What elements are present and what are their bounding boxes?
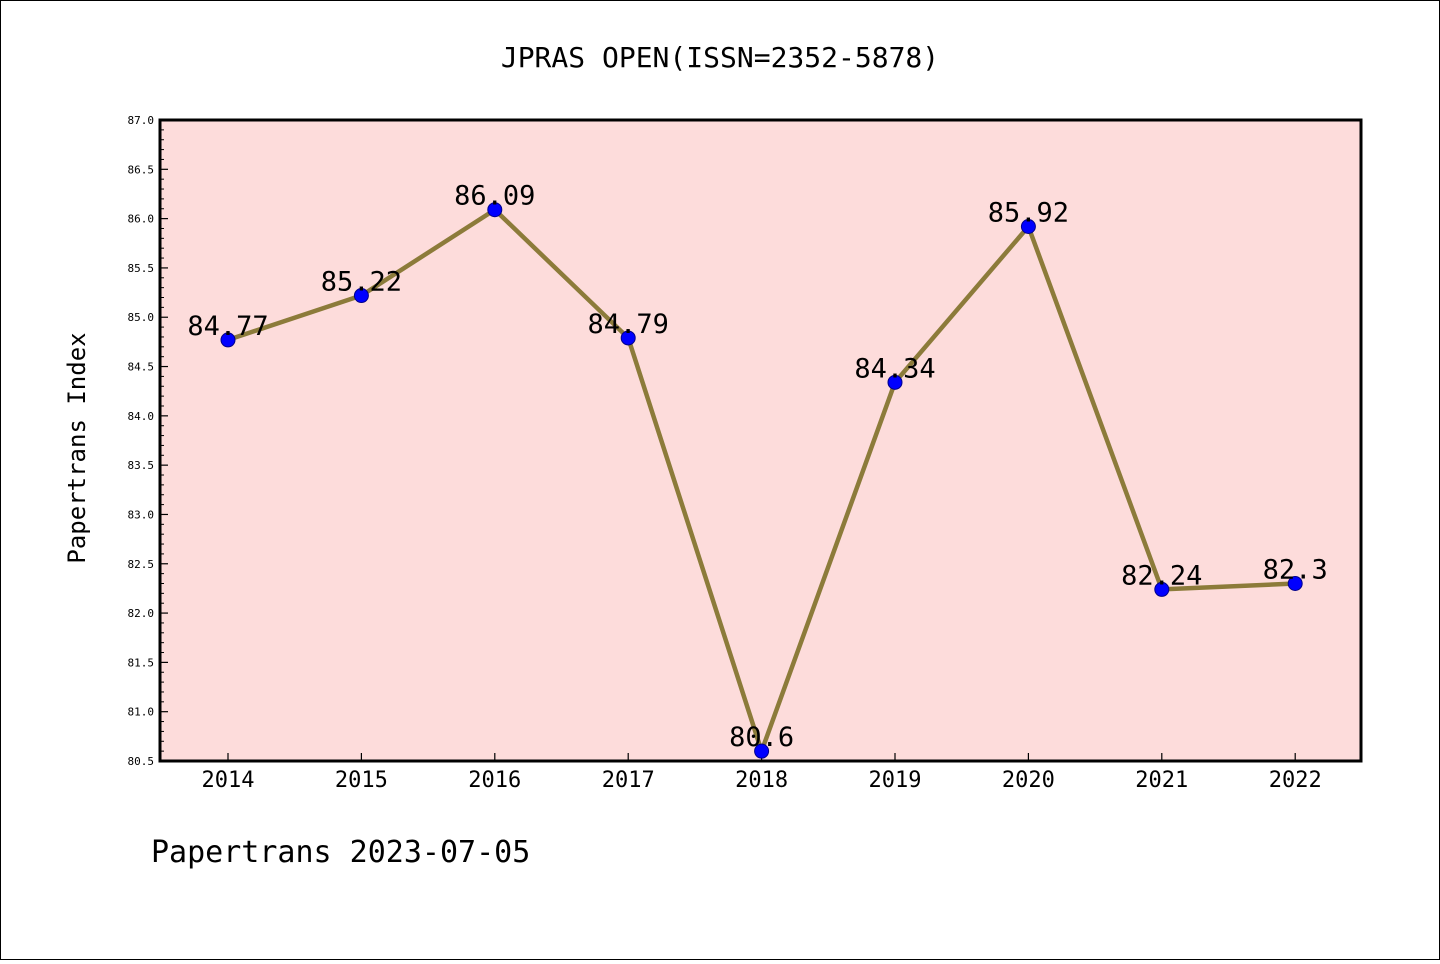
y-tick-label: 84.0 (128, 410, 155, 423)
y-tick-label: 82.5 (128, 558, 155, 571)
y-axis: 80.5 81.0 81.5 82.0 82.5 83.0 83.5 84.0 84.5 85.0… (128, 114, 168, 768)
data-point (754, 743, 770, 759)
data-point (1020, 219, 1036, 235)
data-label: 84.77 (187, 311, 268, 342)
data-label: 80.6 (729, 722, 794, 753)
x-tick-label: 2018 (735, 768, 788, 793)
data-label: 85.92 (988, 198, 1069, 229)
x-tick-label: 2019 (869, 768, 922, 793)
data-point (220, 332, 236, 348)
y-axis-label: Papertrans Index (63, 332, 91, 563)
y-tick-label: 85.0 (128, 311, 155, 324)
data-point (887, 374, 903, 390)
data-label: 85.22 (321, 267, 402, 298)
data-label: 84.79 (588, 309, 669, 340)
y-tick-label: 81.5 (128, 656, 155, 669)
x-tick-label: 2020 (1002, 768, 1055, 793)
data-point (487, 202, 503, 218)
series-layer: 84.77 85.22 86.09 84.79 80.6 84.34 85.92 82.24 8… (187, 181, 1328, 759)
y-tick-label: 85.5 (128, 262, 155, 275)
data-point (620, 330, 636, 346)
y-tick-label: 86.0 (128, 213, 155, 226)
plot-area (158, 118, 1363, 763)
x-tick-label: 2016 (468, 768, 521, 793)
y-tick-label: 81.0 (128, 706, 155, 719)
y-tick-label: 86.5 (128, 163, 155, 176)
y-tick-label: 83.5 (128, 459, 155, 472)
x-axis: 2014 2015 2016 2017 2018 2019 2020 2021 2022 (202, 753, 1322, 793)
x-tick-label: 2022 (1269, 768, 1322, 793)
x-tick-label: 2021 (1135, 768, 1188, 793)
chart-title: JPRAS OPEN(ISSN=2352-5878) (501, 41, 939, 74)
data-point (1154, 581, 1170, 597)
data-label: 82.24 (1121, 560, 1202, 591)
y-tick-label: 82.0 (128, 607, 155, 620)
x-tick-label: 2017 (602, 768, 655, 793)
x-tick-label: 2014 (202, 768, 255, 793)
footer-text: Papertrans 2023-07-05 (151, 835, 531, 870)
y-tick-label: 83.0 (128, 508, 155, 521)
x-tick-label: 2015 (335, 768, 388, 793)
y-tick-label: 87.0 (128, 114, 155, 127)
data-point (353, 288, 369, 304)
data-label: 84.34 (854, 353, 935, 384)
data-label: 86.09 (454, 181, 535, 212)
data-point (1287, 575, 1303, 591)
data-label: 82.3 (1263, 554, 1328, 585)
y-tick-label: 80.5 (128, 755, 155, 768)
y-tick-label: 84.5 (128, 361, 155, 374)
